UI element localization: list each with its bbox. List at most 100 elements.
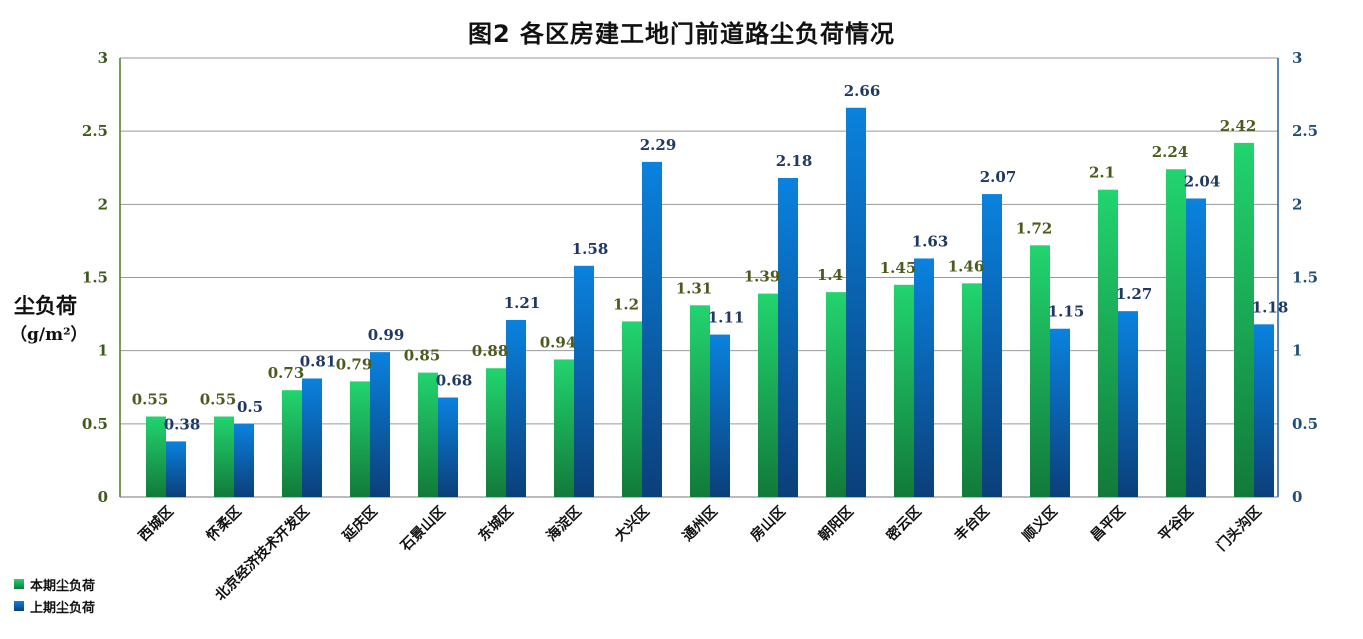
y-tick-label-right: 2.5 xyxy=(1292,122,1318,140)
y-tick-label-left: 2.5 xyxy=(82,122,108,140)
bar-current xyxy=(1030,245,1050,497)
data-label: 2.29 xyxy=(640,136,677,154)
bar-current xyxy=(554,359,574,497)
data-label: 1.4 xyxy=(817,266,843,284)
x-tick-label: 怀柔区 xyxy=(203,503,245,545)
data-label: 1.15 xyxy=(1048,303,1085,321)
y-tick-label-left: 3 xyxy=(98,49,108,67)
data-label: 1.31 xyxy=(676,279,713,297)
data-label: 1.46 xyxy=(948,257,985,275)
x-tick-label: 石景山区 xyxy=(397,504,449,556)
bar-current xyxy=(690,305,710,497)
bar-previous xyxy=(710,334,730,497)
x-tick-label: 海淀区 xyxy=(543,503,585,545)
x-tick-label: 丰台区 xyxy=(951,503,993,545)
data-label: 1.21 xyxy=(504,294,541,312)
data-label: 1.63 xyxy=(912,232,949,250)
data-label: 0.55 xyxy=(132,391,169,409)
legend-swatch-blue xyxy=(14,601,24,611)
data-label: 2.66 xyxy=(844,82,881,100)
bar-previous xyxy=(1050,328,1070,497)
y-tick-label-right: 1 xyxy=(1292,342,1302,360)
y-tick-label-left: 1.5 xyxy=(82,269,108,287)
bar-current xyxy=(1234,142,1254,497)
data-label: 0.81 xyxy=(300,352,337,370)
bar-current xyxy=(758,293,778,497)
data-label: 1.18 xyxy=(1252,298,1289,316)
y-tick-label-left: 2 xyxy=(98,195,108,213)
bar-current xyxy=(214,416,234,497)
data-label: 2.42 xyxy=(1220,117,1257,135)
bar-current xyxy=(826,292,846,497)
data-label: 2.1 xyxy=(1089,164,1115,182)
y-tick-label-left: 1 xyxy=(98,342,108,360)
data-label: 1.58 xyxy=(572,240,609,258)
bar-current xyxy=(418,372,438,497)
data-label: 0.94 xyxy=(540,333,577,351)
x-tick-label: 密云区 xyxy=(882,503,924,545)
bar-current xyxy=(146,416,166,497)
legend-item-previous: 上期尘负荷 xyxy=(14,595,95,617)
x-tick-label: 房山区 xyxy=(747,503,789,545)
bar-current xyxy=(962,283,982,497)
data-label: 1.45 xyxy=(880,259,917,277)
y-axis-unit: （g/m²） xyxy=(10,325,88,345)
data-label: 0.68 xyxy=(436,371,473,389)
bar-current xyxy=(350,381,370,497)
bar-previous xyxy=(914,258,934,497)
bar-previous xyxy=(234,423,254,497)
legend: 本期尘负荷 上期尘负荷 xyxy=(14,573,95,617)
x-tick-label: 东城区 xyxy=(475,503,517,545)
y-tick-label-right: 2 xyxy=(1292,195,1302,213)
bar-previous xyxy=(642,161,662,497)
data-label: 2.04 xyxy=(1184,172,1221,190)
bar-current xyxy=(1166,169,1186,498)
data-label: 2.07 xyxy=(980,168,1017,186)
bar-previous xyxy=(166,441,186,497)
data-label: 0.38 xyxy=(164,415,201,433)
bar-current xyxy=(282,390,302,497)
data-label: 0.99 xyxy=(368,326,405,344)
bar-previous xyxy=(778,177,798,497)
x-tick-label: 平谷区 xyxy=(1156,504,1197,545)
legend-item-current: 本期尘负荷 xyxy=(14,573,95,595)
data-label: 1.39 xyxy=(744,268,781,286)
y-tick-label-left: 0 xyxy=(98,488,108,506)
x-tick-label: 顺义区 xyxy=(1019,503,1061,545)
data-label: 0.85 xyxy=(404,347,441,365)
legend-swatch-green xyxy=(14,579,24,589)
data-label: 1.27 xyxy=(1116,285,1153,303)
y-axis-label: 尘负荷 xyxy=(14,294,77,318)
x-tick-label: 西城区 xyxy=(135,503,177,545)
x-tick-label: 昌平区 xyxy=(1088,504,1129,545)
data-label: 2.24 xyxy=(1152,143,1189,161)
data-label: 0.5 xyxy=(237,398,263,416)
bar-current xyxy=(1098,189,1118,497)
bar-previous xyxy=(574,265,594,497)
bar-previous xyxy=(846,107,866,498)
bar-current xyxy=(622,321,642,497)
x-tick-label: 朝阳区 xyxy=(815,503,857,545)
y-tick-label-right: 0.5 xyxy=(1292,415,1318,433)
bar-previous xyxy=(506,319,526,497)
y-tick-label-right: 1.5 xyxy=(1292,269,1318,287)
bar-previous xyxy=(370,352,390,497)
bar-previous xyxy=(438,397,458,497)
x-tick-label: 延庆区 xyxy=(338,503,380,545)
legend-label: 本期尘负荷 xyxy=(30,578,96,594)
y-tick-label-left: 0.5 xyxy=(82,415,108,433)
data-label: 1.11 xyxy=(708,309,745,327)
x-tick-label: 通州区 xyxy=(680,504,721,545)
data-label: 0.55 xyxy=(200,391,237,409)
legend-label: 上期尘负荷 xyxy=(30,600,96,616)
x-tick-label: 门头沟区 xyxy=(1213,503,1265,555)
bar-previous xyxy=(302,378,322,497)
data-label: 0.73 xyxy=(268,364,305,382)
x-tick-label: 大兴区 xyxy=(611,503,653,545)
data-label: 0.79 xyxy=(336,355,373,373)
bar-previous xyxy=(1118,311,1138,497)
data-label: 1.2 xyxy=(613,295,639,313)
bar-current xyxy=(486,368,506,497)
y-tick-label-right: 3 xyxy=(1292,49,1302,67)
